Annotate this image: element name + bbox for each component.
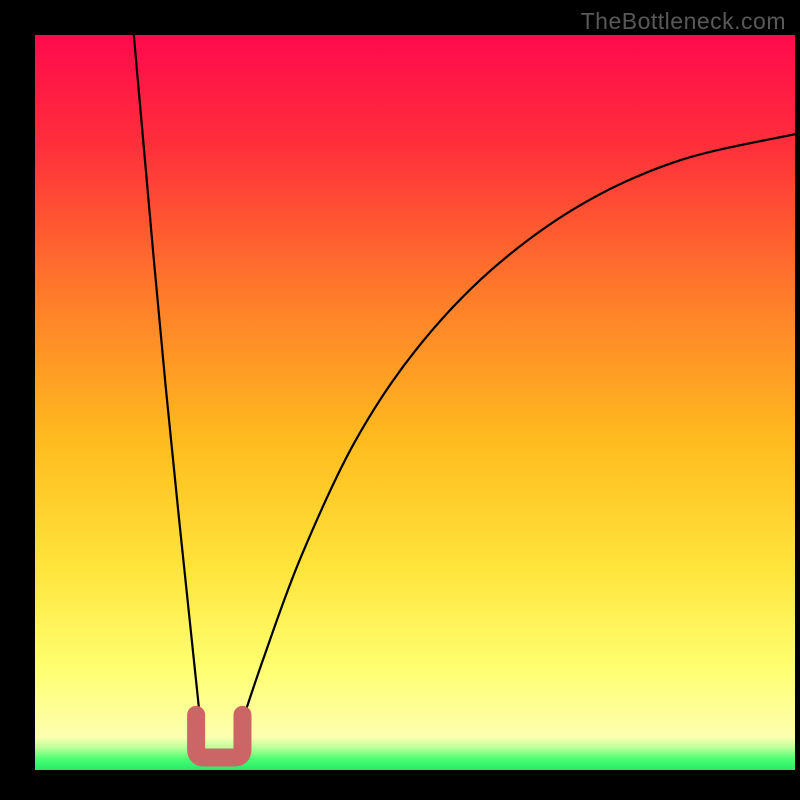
bottleneck-curve-plot bbox=[0, 0, 800, 800]
chart-stage: TheBottleneck.com bbox=[0, 0, 800, 800]
watermark-text: TheBottleneck.com bbox=[581, 8, 786, 35]
plot-background bbox=[35, 35, 795, 770]
